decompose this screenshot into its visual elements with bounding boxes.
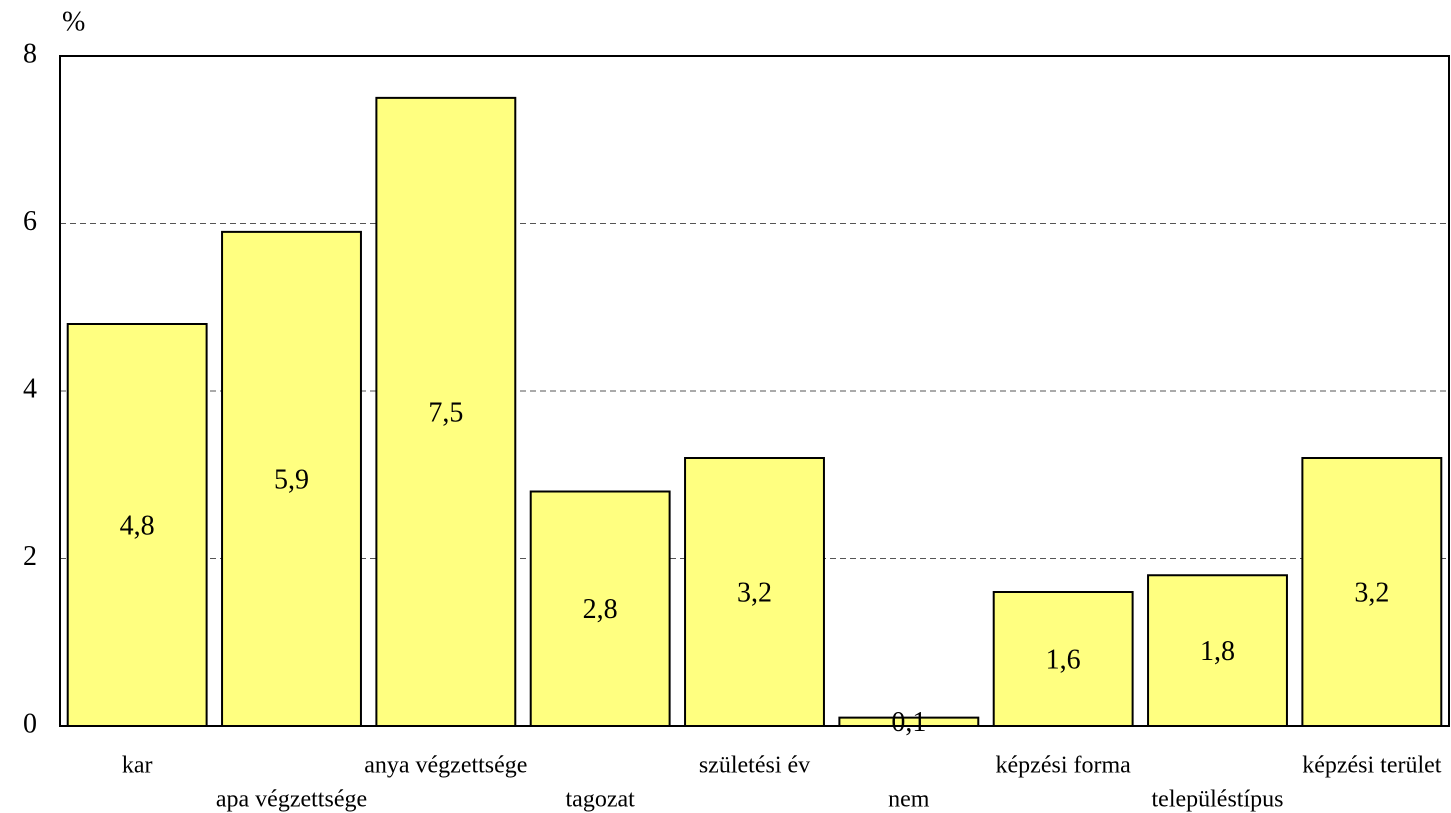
x-tick-label: tagozat [566,787,636,813]
bar [992,591,1134,727]
y-tick-label: 4 [23,373,37,404]
bar [684,457,825,727]
y-tick-label: 6 [23,206,37,237]
value-label: 5,9 [274,464,309,495]
bar [1301,457,1443,727]
x-tick-label: kar [122,753,153,779]
value-label: 4,8 [120,510,155,541]
x-tick-label: nem [888,787,930,813]
bar [529,490,671,727]
value-label: 0,1 [891,707,926,738]
y-tick-label: 0 [23,708,37,739]
value-label: 2,8 [583,594,618,625]
value-label: 3,2 [1354,577,1389,608]
x-tick-label: születési év [699,753,810,779]
y-tick-label: 8 [23,38,37,69]
value-label: 1,6 [1046,644,1081,675]
x-tick-label: képzési terület [1302,753,1442,779]
x-tick-label: településtípus [1152,787,1284,813]
x-tick-label: képzési forma [996,753,1132,779]
value-label: 7,5 [428,397,463,428]
value-label: 1,8 [1200,636,1235,667]
bar [221,230,362,727]
bar [66,323,208,727]
y-axis-label: % [62,6,85,37]
bar [1147,574,1288,727]
x-tick-label: anya végzettsége [364,753,527,779]
value-label: 3,2 [737,577,772,608]
x-tick-label: apa végzettsége [216,787,367,813]
y-tick-label: 2 [23,541,37,572]
plot-border [59,55,1450,727]
bar [375,96,517,727]
